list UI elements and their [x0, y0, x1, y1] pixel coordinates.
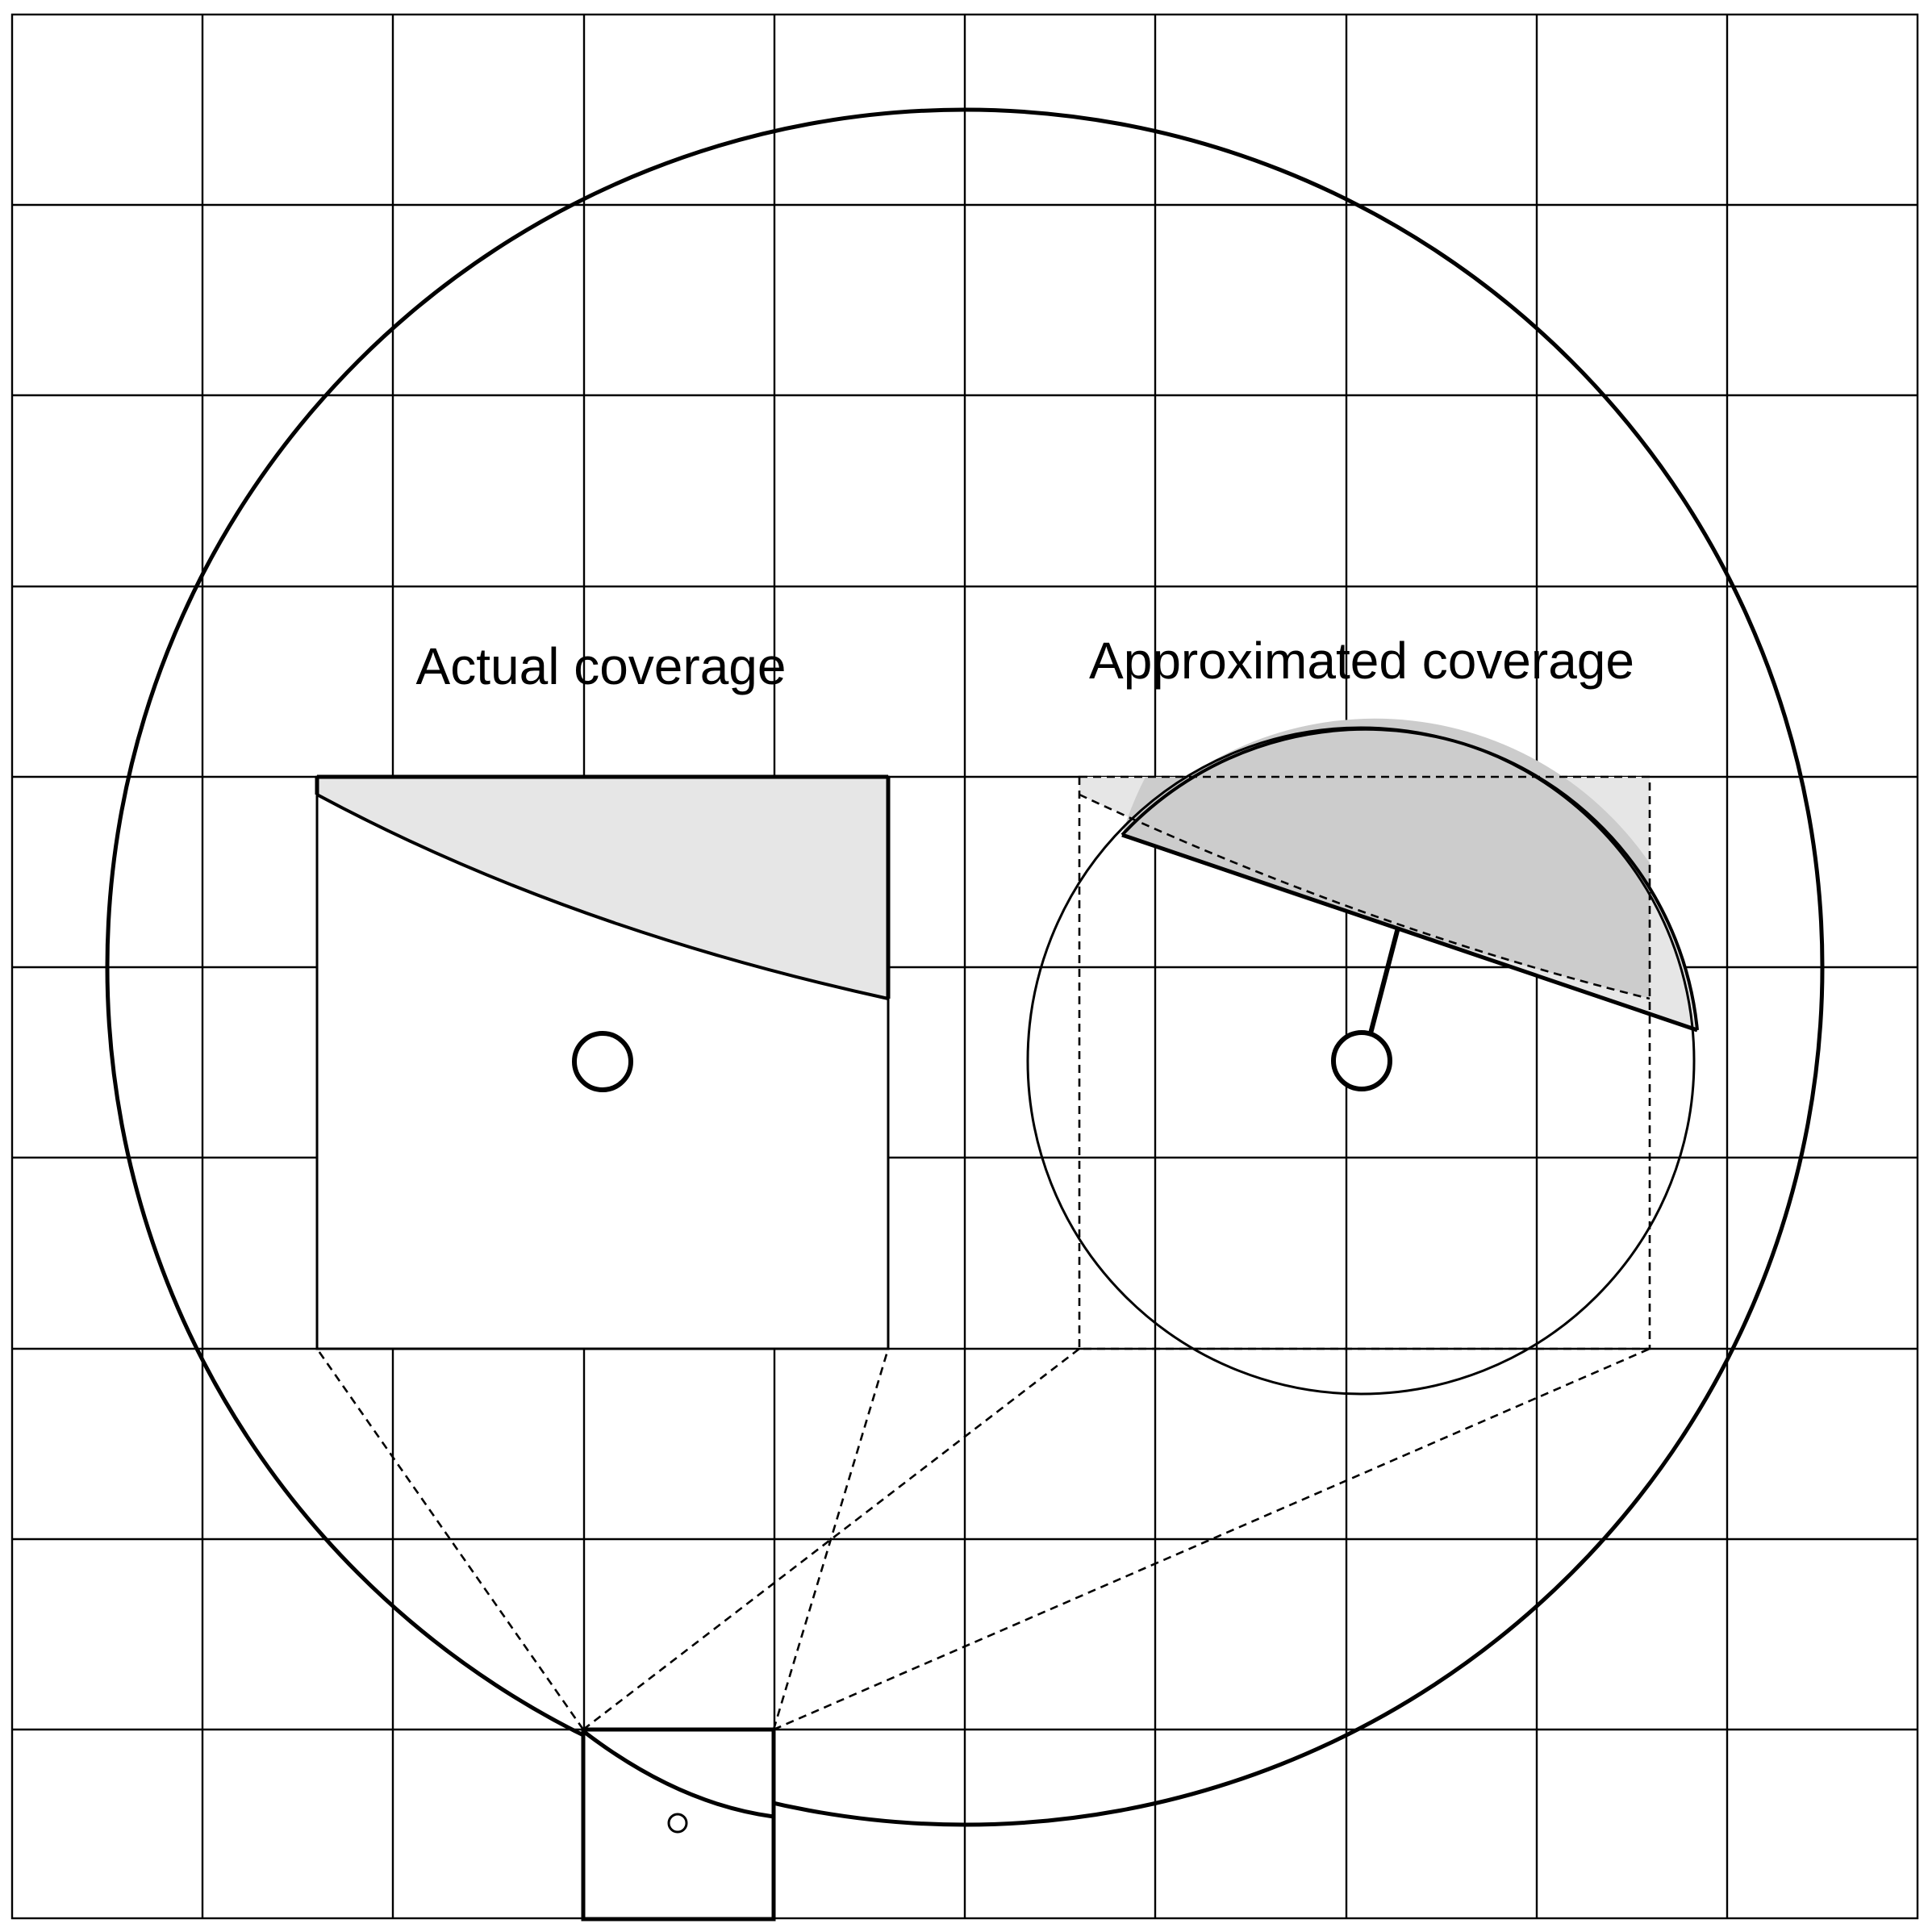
actual-target-point — [572, 1031, 633, 1092]
actual-coverage-label: Actual coverage — [416, 637, 787, 695]
approximation-arc — [1120, 727, 1699, 1031]
source-point — [667, 1813, 688, 1834]
approximated-coverage-panel: Approximated coverage — [1026, 632, 1699, 1396]
projected-actual-boundary — [1079, 793, 1650, 1000]
approximation-chord — [1121, 832, 1698, 1033]
approximated-target-point — [1331, 1030, 1392, 1091]
actual-covered-region — [317, 777, 888, 999]
dashed-cell — [1078, 775, 1651, 1350]
actual-coverage-boundary — [316, 793, 889, 1000]
projection-lines — [315, 1347, 1650, 1731]
coverage-boundary-arc-overlay — [582, 1730, 774, 1819]
approximated-coverage-label: Approximated coverage — [1089, 632, 1634, 690]
source-cell — [581, 1727, 776, 1922]
actual-coverage-panel: Actual coverage — [315, 637, 891, 1350]
distance-line — [1368, 927, 1400, 1034]
coverage-boundary-circle — [105, 107, 1825, 1827]
